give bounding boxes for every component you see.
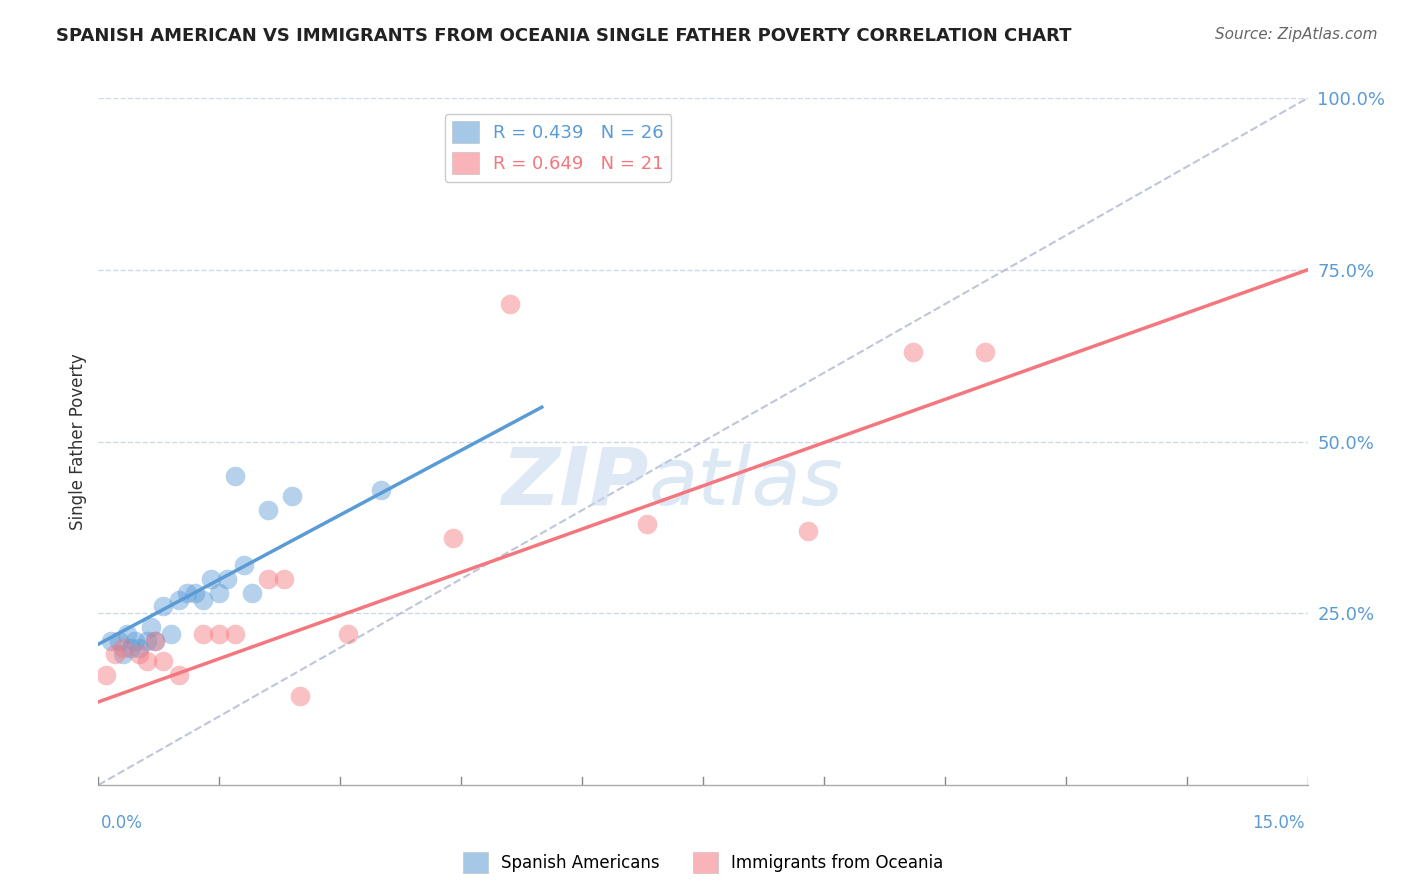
Point <box>224 627 246 641</box>
Point <box>128 640 150 655</box>
Legend: Spanish Americans, Immigrants from Oceania: Spanish Americans, Immigrants from Ocean… <box>456 846 950 880</box>
Point <box>115 627 138 641</box>
Text: atlas: atlas <box>648 443 844 522</box>
Point <box>636 516 658 531</box>
Point <box>337 627 360 641</box>
Point <box>103 648 125 662</box>
Point <box>530 139 553 153</box>
Text: SPANISH AMERICAN VS IMMIGRANTS FROM OCEANIA SINGLE FATHER POVERTY CORRELATION CH: SPANISH AMERICAN VS IMMIGRANTS FROM OCEA… <box>56 27 1071 45</box>
Point <box>135 633 157 648</box>
Point <box>107 633 129 648</box>
Point <box>193 627 215 641</box>
Point <box>200 572 222 586</box>
Point <box>208 627 231 641</box>
Point <box>128 648 150 662</box>
Point <box>135 654 157 668</box>
Point <box>217 572 239 586</box>
Point <box>208 585 231 599</box>
Text: 0.0%: 0.0% <box>101 814 143 832</box>
Legend: R = 0.439   N = 26, R = 0.649   N = 21: R = 0.439 N = 26, R = 0.649 N = 21 <box>444 114 671 182</box>
Point <box>152 599 174 614</box>
Point <box>152 654 174 668</box>
Point <box>232 558 254 573</box>
Point <box>111 648 134 662</box>
Point <box>441 531 464 545</box>
Point <box>143 633 166 648</box>
Point <box>288 689 311 703</box>
Point <box>143 633 166 648</box>
Point <box>498 297 520 311</box>
Point <box>160 627 183 641</box>
Point <box>273 572 295 586</box>
Point <box>193 592 215 607</box>
Point <box>256 572 278 586</box>
Point <box>96 668 118 682</box>
Y-axis label: Single Father Poverty: Single Father Poverty <box>69 353 87 530</box>
Point <box>240 585 263 599</box>
Point <box>901 345 924 359</box>
Point <box>256 503 278 517</box>
Point <box>974 345 997 359</box>
Point <box>176 585 198 599</box>
Point <box>100 633 122 648</box>
Point <box>184 585 207 599</box>
Point <box>167 668 190 682</box>
Point <box>797 524 820 538</box>
Point <box>111 640 134 655</box>
Point <box>139 620 162 634</box>
Point <box>370 483 392 497</box>
Point <box>120 640 142 655</box>
Text: 15.0%: 15.0% <box>1253 814 1305 832</box>
Text: ZIP: ZIP <box>501 443 648 522</box>
Text: Source: ZipAtlas.com: Source: ZipAtlas.com <box>1215 27 1378 42</box>
Point <box>224 469 246 483</box>
Point <box>281 490 304 504</box>
Point <box>124 633 146 648</box>
Point <box>167 592 190 607</box>
